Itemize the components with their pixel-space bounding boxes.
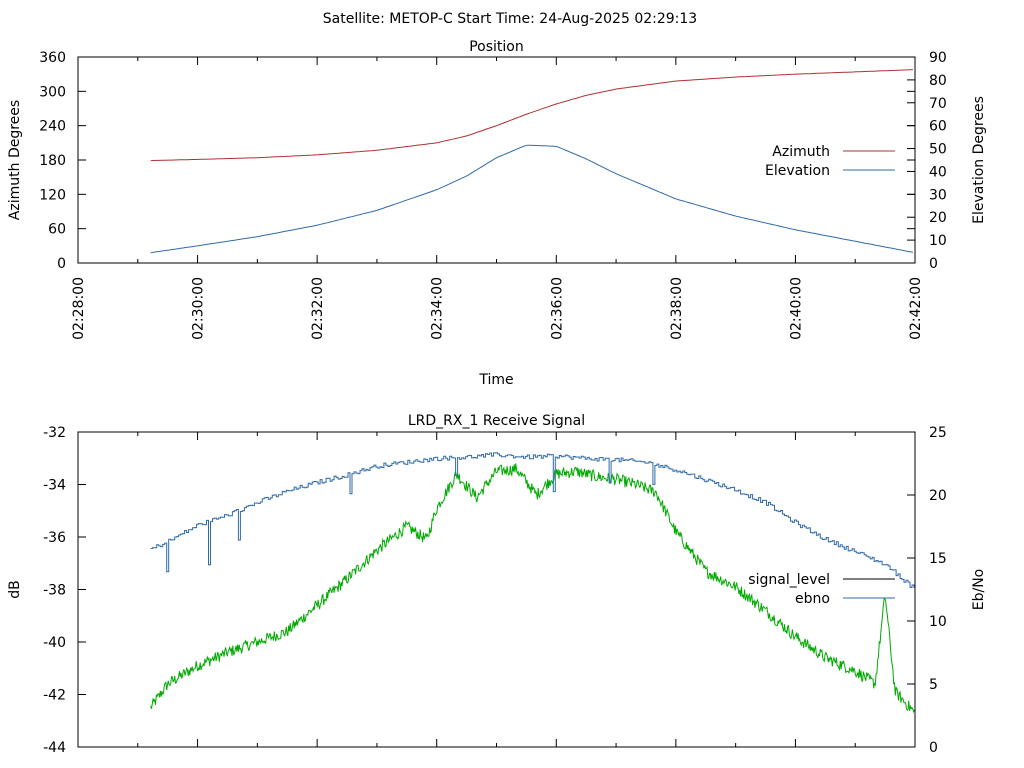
elevation-point: [150, 252, 151, 253]
y-tick-label: 300: [39, 84, 66, 100]
elevation-point: [466, 176, 467, 177]
elevation-point: [257, 236, 258, 237]
signal-y2-axis-label: Eb/No: [971, 569, 987, 611]
x-tick-label: 02:30:00: [191, 277, 207, 340]
elevation-point: [616, 173, 617, 174]
y-tick-label: -38: [43, 583, 66, 599]
azimuth-point: [915, 69, 916, 70]
azimuth-point: [376, 150, 377, 151]
azimuth-point: [436, 142, 437, 143]
position-y2-axis-label: Elevation Degrees: [971, 96, 987, 224]
x-tick-label: 02:32:00: [310, 277, 326, 340]
y2-tick-label: 20: [929, 488, 947, 504]
position-chart-title: Position: [469, 39, 524, 55]
legend-label-signal-level: signal_level: [748, 572, 830, 588]
elevation-point: [436, 189, 437, 190]
signal-y-axis-label: dB: [7, 580, 23, 599]
y-tick-label: 240: [39, 119, 66, 135]
signal-plot-frame: [77, 431, 916, 748]
elevation-point: [675, 198, 676, 199]
azimuth-point: [197, 159, 198, 160]
y2-tick-label: 10: [929, 233, 947, 249]
y-tick-label: -42: [43, 688, 66, 704]
position-plot-frame: [77, 56, 916, 264]
y-tick-label: 360: [39, 50, 66, 66]
elevation-point: [735, 216, 736, 217]
y2-tick-label: 15: [929, 551, 947, 567]
y-tick-label: -40: [43, 635, 66, 651]
azimuth-point: [496, 125, 497, 126]
y2-tick-label: 90: [929, 50, 947, 66]
elevation-point: [526, 145, 527, 146]
signal-chart-title: LRD_RX_1 Receive Signal: [408, 413, 585, 429]
y-tick-label: -44: [43, 740, 66, 756]
elevation-line: [150, 144, 914, 254]
y2-tick-label: 10: [929, 614, 947, 630]
elevation-point: [586, 158, 587, 159]
y2-tick-label: 30: [929, 187, 947, 203]
azimuth-point: [556, 103, 557, 104]
y2-tick-label: 60: [929, 119, 947, 135]
azimuth-point: [795, 74, 796, 75]
x-tick-label: 02:40:00: [788, 277, 804, 340]
y-tick-label: -34: [43, 478, 66, 494]
elevation-point: [376, 210, 377, 211]
azimuth-point: [257, 157, 258, 158]
azimuth-point: [675, 81, 676, 82]
legend-label-ebno: ebno: [795, 591, 830, 607]
legend-label-elevation: Elevation: [765, 163, 830, 179]
legend-label-azimuth: Azimuth: [772, 144, 830, 160]
y-tick-label: 120: [39, 187, 66, 203]
y-tick-label: -36: [43, 530, 66, 546]
x-tick-label: 02:38:00: [669, 277, 685, 340]
azimuth-point: [586, 95, 587, 96]
y2-tick-label: 5: [929, 677, 938, 693]
y-tick-label: 180: [39, 153, 66, 169]
elevation-point: [855, 241, 856, 242]
y-tick-label: 60: [48, 222, 66, 238]
azimuth-point: [150, 160, 151, 161]
x-tick-label: 02:28:00: [71, 277, 87, 340]
x-tick-label: 02:36:00: [549, 277, 565, 340]
elevation-point: [496, 157, 497, 158]
position-y-axis-label: Azimuth Degrees: [7, 100, 23, 220]
elevation-point: [556, 146, 557, 147]
signal-level-line: [150, 463, 915, 714]
azimuth-line: [150, 69, 914, 162]
y2-tick-label: 70: [929, 96, 947, 112]
y-tick-label: -32: [43, 425, 66, 441]
azimuth-point: [526, 114, 527, 115]
y2-tick-label: 20: [929, 210, 947, 226]
y-tick-label: 0: [57, 256, 66, 272]
y2-tick-label: 80: [929, 73, 947, 89]
y2-tick-label: 50: [929, 142, 947, 158]
x-tick-label: 02:34:00: [430, 277, 446, 340]
y2-tick-label: 0: [929, 256, 938, 272]
y2-tick-label: 25: [929, 425, 947, 441]
chart-header: Satellite: METOP-C Start Time: 24-Aug-20…: [323, 11, 697, 27]
y2-tick-label: 40: [929, 164, 947, 180]
azimuth-point: [317, 154, 318, 155]
position-x-axis-label: Time: [478, 372, 513, 388]
ebno-line: [150, 452, 915, 588]
elevation-point: [197, 245, 198, 246]
elevation-point: [317, 225, 318, 226]
elevation-point: [915, 252, 916, 253]
x-tick-label: 02:42:00: [908, 277, 924, 340]
elevation-point: [795, 229, 796, 230]
azimuth-point: [855, 71, 856, 72]
y2-tick-label: 0: [929, 740, 938, 756]
azimuth-point: [735, 77, 736, 78]
azimuth-point: [466, 135, 467, 136]
azimuth-point: [616, 89, 617, 90]
